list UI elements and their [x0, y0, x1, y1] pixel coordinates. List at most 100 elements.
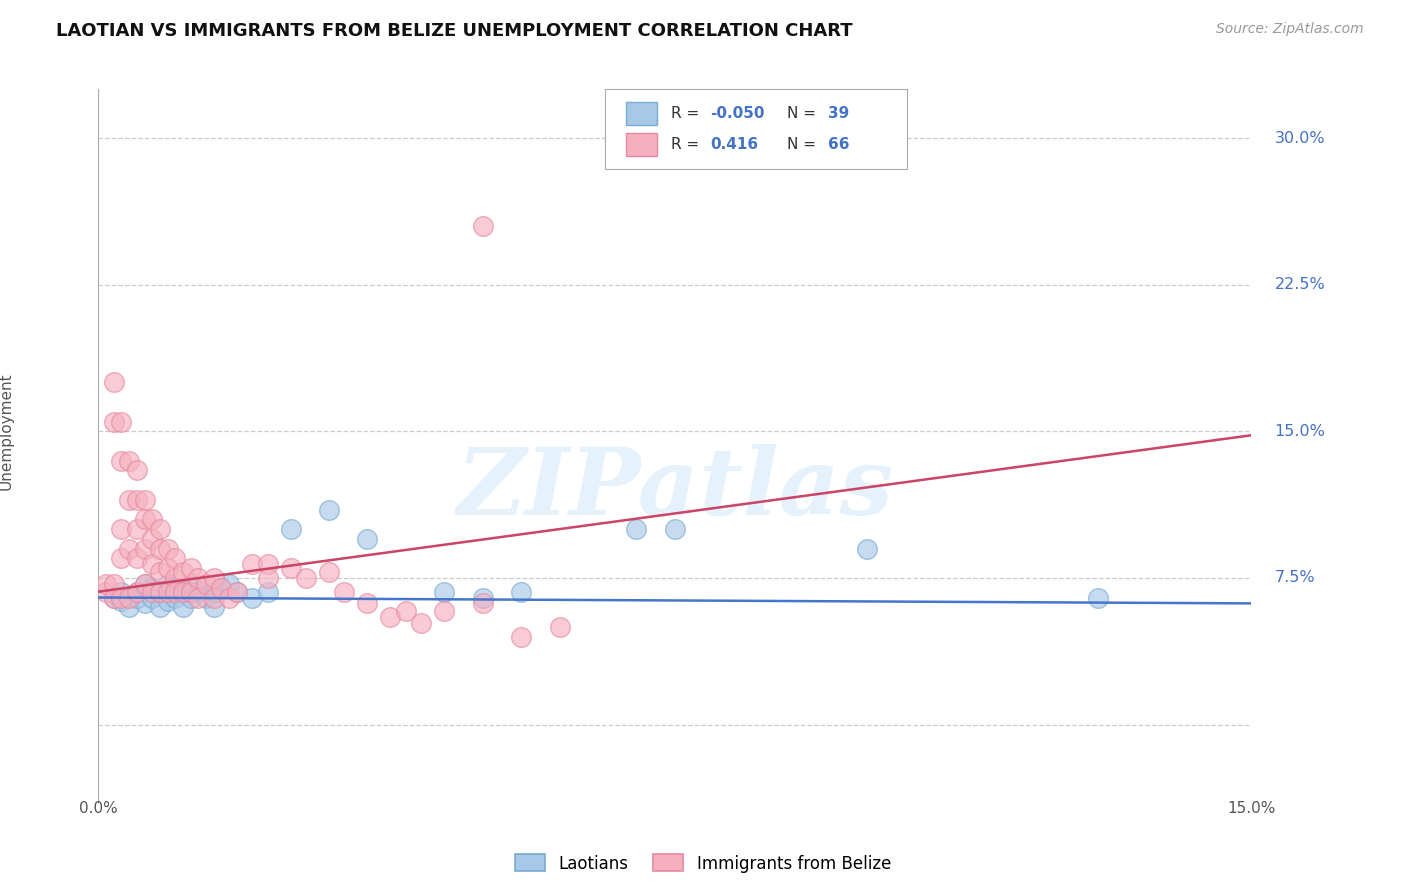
- Text: 39: 39: [828, 106, 849, 120]
- Text: -0.050: -0.050: [710, 106, 765, 120]
- Point: [103, 577, 125, 591]
- Point: [103, 415, 125, 429]
- Point: [510, 584, 533, 599]
- Point: [149, 584, 172, 599]
- Point: [165, 551, 187, 566]
- Point: [240, 558, 263, 572]
- Text: 7.5%: 7.5%: [1274, 571, 1315, 585]
- Point: [280, 522, 302, 536]
- Point: [172, 584, 194, 599]
- Point: [125, 551, 148, 566]
- Point: [471, 596, 494, 610]
- Point: [141, 591, 163, 605]
- Point: [411, 615, 433, 630]
- Point: [125, 463, 148, 477]
- Point: [256, 584, 278, 599]
- Point: [125, 591, 148, 605]
- Point: [156, 584, 179, 599]
- Point: [103, 591, 125, 605]
- Text: R =: R =: [671, 137, 704, 152]
- Point: [149, 541, 172, 556]
- Point: [856, 541, 879, 556]
- Point: [202, 571, 225, 585]
- Point: [118, 600, 141, 615]
- Point: [180, 577, 202, 591]
- Text: Unemployment: Unemployment: [0, 373, 14, 490]
- Text: Source: ZipAtlas.com: Source: ZipAtlas.com: [1216, 22, 1364, 37]
- Point: [433, 584, 456, 599]
- Point: [110, 594, 132, 608]
- Point: [180, 561, 202, 575]
- Point: [141, 558, 163, 572]
- Point: [118, 541, 141, 556]
- Point: [149, 584, 172, 599]
- Point: [187, 571, 209, 585]
- Point: [134, 577, 156, 591]
- Point: [318, 502, 340, 516]
- Point: [165, 571, 187, 585]
- Point: [125, 584, 148, 599]
- Point: [218, 577, 240, 591]
- Point: [172, 600, 194, 615]
- Point: [172, 565, 194, 579]
- Point: [548, 620, 571, 634]
- Point: [134, 541, 156, 556]
- Point: [103, 376, 125, 390]
- Point: [165, 581, 187, 595]
- Point: [149, 600, 172, 615]
- Point: [110, 522, 132, 536]
- Point: [125, 522, 148, 536]
- Point: [240, 591, 263, 605]
- Point: [141, 584, 163, 599]
- Text: R =: R =: [671, 106, 704, 120]
- Point: [202, 600, 225, 615]
- Point: [209, 581, 232, 595]
- Point: [187, 591, 209, 605]
- Point: [156, 594, 179, 608]
- Point: [141, 532, 163, 546]
- Point: [380, 610, 402, 624]
- Point: [110, 453, 132, 467]
- Point: [134, 492, 156, 507]
- Point: [110, 584, 132, 599]
- Text: 30.0%: 30.0%: [1274, 130, 1324, 145]
- Point: [218, 591, 240, 605]
- Point: [256, 571, 278, 585]
- Point: [433, 604, 456, 618]
- Text: N =: N =: [787, 137, 821, 152]
- Point: [280, 561, 302, 575]
- Point: [165, 591, 187, 605]
- Point: [134, 596, 156, 610]
- Text: LAOTIAN VS IMMIGRANTS FROM BELIZE UNEMPLOYMENT CORRELATION CHART: LAOTIAN VS IMMIGRANTS FROM BELIZE UNEMPL…: [56, 22, 853, 40]
- Point: [172, 584, 194, 599]
- Point: [225, 584, 247, 599]
- Point: [256, 558, 278, 572]
- Point: [110, 551, 132, 566]
- Point: [165, 584, 187, 599]
- Point: [149, 565, 172, 579]
- Point: [356, 596, 378, 610]
- Point: [195, 577, 218, 591]
- Point: [141, 512, 163, 526]
- Text: 15.0%: 15.0%: [1274, 424, 1326, 439]
- Point: [156, 541, 179, 556]
- Text: 0.416: 0.416: [710, 137, 758, 152]
- Text: ZIPatlas: ZIPatlas: [457, 444, 893, 533]
- Point: [1087, 591, 1109, 605]
- Point: [295, 571, 318, 585]
- Point: [318, 565, 340, 579]
- Text: 15.0%: 15.0%: [1227, 801, 1275, 816]
- Text: 22.5%: 22.5%: [1274, 277, 1324, 293]
- Point: [510, 630, 533, 644]
- Point: [118, 591, 141, 605]
- Point: [187, 584, 209, 599]
- Point: [134, 512, 156, 526]
- Point: [664, 522, 686, 536]
- Point: [125, 584, 148, 599]
- Point: [118, 492, 141, 507]
- Point: [195, 591, 218, 605]
- Point: [103, 591, 125, 605]
- Point: [180, 584, 202, 599]
- Point: [209, 581, 232, 595]
- Point: [471, 219, 494, 233]
